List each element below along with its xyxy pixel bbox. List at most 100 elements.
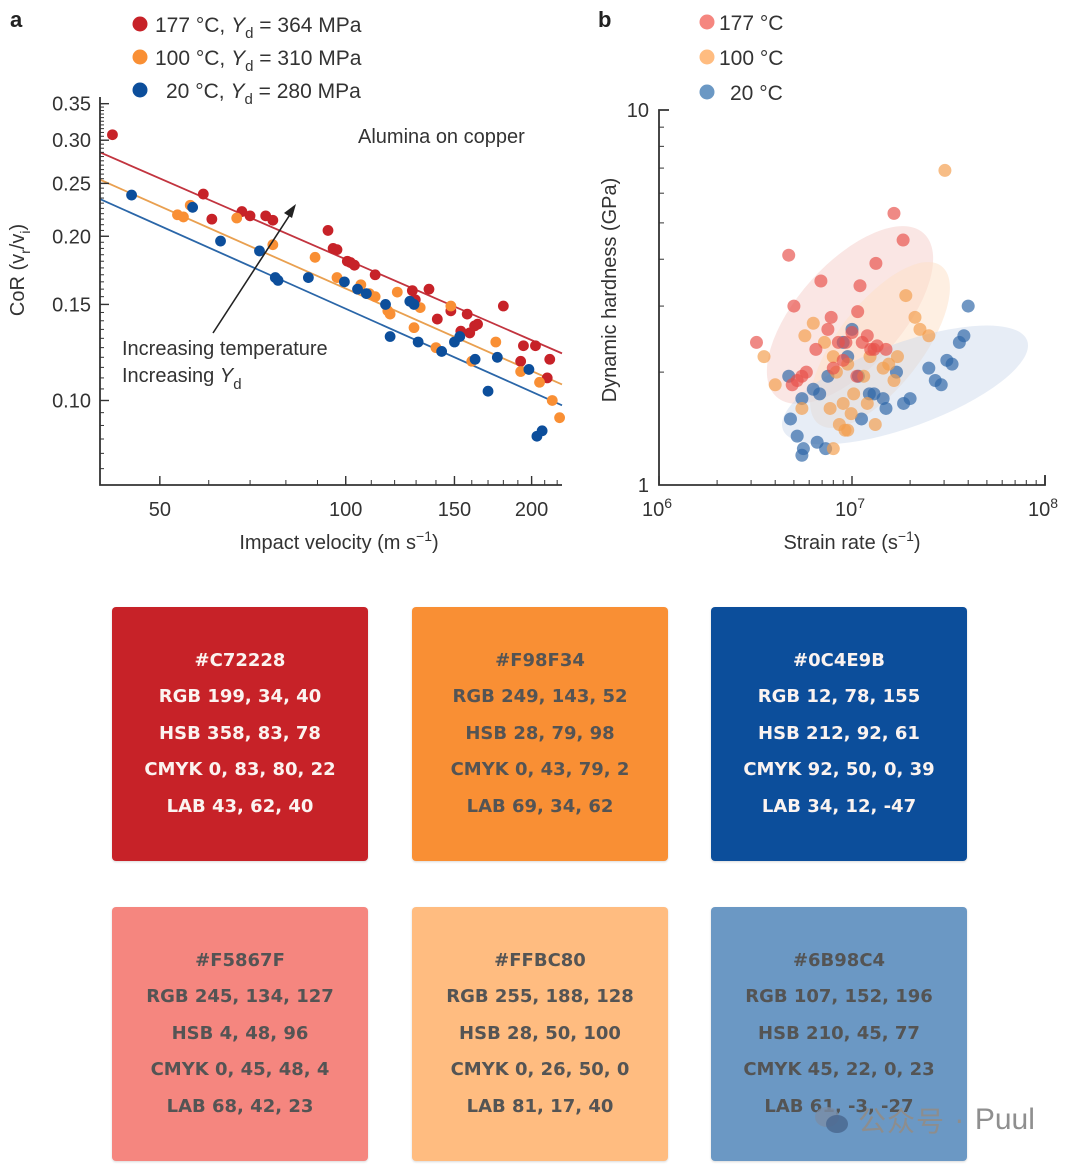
data-point — [940, 353, 954, 367]
data-point — [795, 369, 809, 383]
data-point — [302, 272, 314, 283]
x-tick-label: 150 — [438, 499, 471, 521]
data-point — [254, 245, 265, 257]
legend-label: 20 °C — [730, 82, 783, 105]
data-point — [126, 189, 137, 201]
data-point — [272, 275, 284, 286]
watermark: 公众号 · Puul — [812, 1100, 1035, 1140]
data-point — [349, 259, 360, 271]
axis-lines — [99, 97, 562, 486]
legend-label: 100 °C — [719, 47, 783, 70]
watermark-brand: Puul — [974, 1103, 1035, 1136]
data-point — [231, 212, 243, 224]
data-point — [408, 322, 420, 334]
y-tick-label: 10 — [627, 100, 649, 122]
data-point — [360, 288, 372, 300]
panel-label-a: a — [10, 7, 23, 32]
swatch-rgb-value: RGB 199, 34, 40 — [158, 686, 322, 708]
swatch-hex-value: #0C4E9B — [793, 649, 885, 671]
y-tick-label: 0.15 — [52, 294, 91, 316]
swatch-cmyk-value: CMYK 45, 22, 0, 23 — [743, 1059, 935, 1081]
legend-marker — [132, 82, 148, 98]
swatch-rgb-value: RGB 12, 78, 155 — [757, 686, 921, 708]
y-axis-label: Dynamic hardness (GPa) — [599, 178, 621, 403]
y-tick-label: 0.25 — [52, 173, 91, 195]
data-point — [836, 396, 850, 410]
data-point — [187, 201, 199, 213]
data-point — [879, 401, 893, 415]
swatch-lab-value: LAB 43, 62, 40 — [166, 795, 314, 817]
data-point — [854, 412, 868, 426]
data-point — [338, 276, 350, 288]
data-point — [331, 244, 343, 256]
increasing-arrow — [212, 204, 296, 334]
data-point — [472, 318, 483, 330]
data-point — [408, 299, 420, 310]
legend-label: 20 °C, Yd = 280 MPa — [166, 80, 361, 108]
swatch-cmyk-value: CMYK 92, 50, 0, 39 — [743, 759, 935, 781]
data-point — [806, 316, 820, 330]
data-point — [823, 401, 837, 415]
swatch-hsb-value: HSB 358, 83, 78 — [159, 722, 321, 744]
swatch-cmyk-value: CMYK 0, 26, 50, 0 — [450, 1059, 630, 1081]
arrow-label-temperature: Increasing temperature — [122, 338, 328, 360]
confidence-ellipse — [766, 226, 934, 404]
data-point — [309, 251, 321, 263]
data-point — [896, 233, 910, 247]
swatch-hex-value: #F98F34 — [495, 649, 585, 671]
data-point — [384, 308, 396, 320]
legend-marker — [699, 84, 715, 100]
data-point — [322, 225, 334, 236]
data-point — [798, 329, 812, 343]
swatch-rgb-value: RGB 249, 143, 52 — [452, 686, 628, 708]
data-point — [546, 395, 558, 406]
swatch-cmyk-value: CMYK 0, 83, 80, 22 — [144, 759, 336, 781]
data-point — [352, 283, 363, 295]
data-point — [860, 329, 874, 343]
data-point — [938, 163, 952, 177]
legend-marker — [132, 49, 148, 65]
data-point — [868, 417, 882, 431]
y-tick-label: 0.35 — [52, 94, 91, 116]
data-point — [107, 129, 118, 141]
swatch-lab-value: LAB 34, 12, -47 — [761, 795, 917, 817]
legend-marker — [132, 16, 148, 32]
swatch-hsb-value: HSB 28, 50, 100 — [459, 1022, 621, 1044]
swatch-hsb-value: HSB 4, 48, 96 — [171, 1022, 309, 1044]
data-point — [536, 425, 548, 437]
data-point — [530, 340, 541, 352]
axes: 106 107 108 1 10 — [627, 100, 1058, 521]
y-tick-label: 0.30 — [52, 130, 91, 152]
data-point — [412, 336, 424, 348]
swatch-lab-value: LAB 68, 42, 23 — [166, 1095, 314, 1117]
x-tick-label: 106 — [642, 495, 672, 521]
data-point — [423, 283, 435, 295]
data-point — [369, 269, 381, 281]
data-point — [890, 350, 904, 364]
data-point — [879, 342, 893, 356]
data-point — [369, 291, 381, 303]
data-point — [515, 366, 527, 377]
panel-a-chart: 50 100 150 200 0.10 0.15 0.20 0.25 0.30 0.35 177 … — [7, 14, 565, 554]
swatch-cmyk-value: CMYK 0, 43, 79, 2 — [450, 759, 630, 781]
x-tick-label: 100 — [329, 499, 362, 521]
data-point — [961, 299, 975, 313]
y-tick-label: 0.20 — [52, 226, 91, 248]
x-tick-label: 107 — [835, 495, 865, 521]
wechat-icon — [812, 1105, 852, 1135]
data-point — [768, 378, 782, 392]
data-point — [206, 213, 218, 225]
data-point — [922, 361, 936, 375]
data-point — [469, 353, 481, 365]
panel-b-chart: 106 107 108 1 10 177 °C 100 °C 20 °C Strain ra… — [599, 12, 1058, 554]
data-point — [749, 335, 763, 349]
data-point — [847, 387, 861, 401]
x-axis-label: Impact velocity (m s−1) — [239, 528, 438, 554]
data-point — [887, 206, 901, 220]
data-point — [836, 353, 850, 367]
swatch-hex-value: #F5867F — [195, 949, 285, 971]
data-point — [215, 235, 226, 247]
data-point — [887, 373, 901, 387]
legend-label: 177 °C, Yd = 364 MPa — [155, 14, 362, 42]
panel-label-b: b — [598, 7, 611, 32]
